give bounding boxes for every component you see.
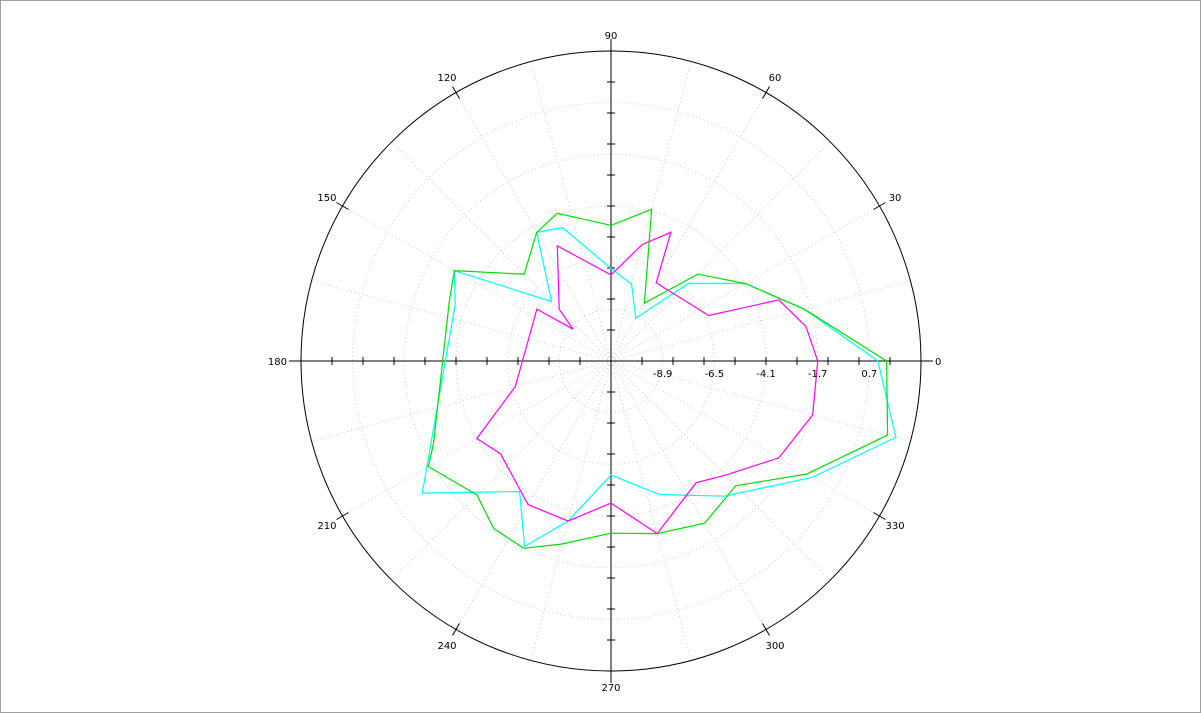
grid-spoke	[610, 360, 831, 581]
grid-spoke	[391, 360, 612, 581]
angle-tick	[336, 202, 349, 210]
angle-tick	[873, 202, 886, 210]
radial-tick-label: 0.7	[861, 369, 877, 380]
series-line	[475, 231, 819, 535]
angle-label: 90	[605, 31, 618, 42]
angle-label: 240	[437, 641, 456, 652]
angle-label: 30	[889, 193, 902, 204]
angle-label: 270	[601, 683, 620, 694]
grid-spoke	[610, 92, 767, 362]
angle-label: 300	[765, 641, 784, 652]
radial-tick-label: -8.9	[653, 369, 673, 380]
angle-tick	[452, 623, 460, 636]
axes-layer	[289, 39, 933, 683]
angle-tick	[873, 512, 886, 520]
angle-tick	[762, 623, 770, 636]
angle-label: 150	[317, 193, 336, 204]
grid-spoke	[530, 61, 612, 362]
grid-spoke	[311, 280, 612, 362]
grid-spoke	[342, 205, 612, 362]
grid-spoke	[610, 360, 880, 517]
series-line	[427, 208, 889, 549]
series-layer	[421, 208, 897, 549]
grid-spoke	[610, 141, 831, 362]
angle-tick	[336, 512, 349, 520]
angle-label: 60	[769, 73, 782, 84]
angle-label: 120	[437, 73, 456, 84]
radial-tick-label: -1.7	[808, 369, 828, 380]
angle-label: 0	[935, 357, 941, 368]
angle-label: 210	[317, 521, 336, 532]
angle-label: 330	[886, 521, 905, 532]
angle-label: 180	[268, 357, 287, 368]
radial-tick-label: -4.1	[756, 369, 776, 380]
label-layer: 0 30 60 90 120 150 180 210 240 270 300 330 -8.9 -6.5 -…	[268, 31, 941, 694]
radial-tick-label: -6.5	[705, 369, 725, 380]
series-line	[421, 226, 897, 548]
angle-tick	[762, 86, 770, 99]
grid-spoke	[311, 360, 612, 442]
angle-tick	[452, 86, 460, 99]
